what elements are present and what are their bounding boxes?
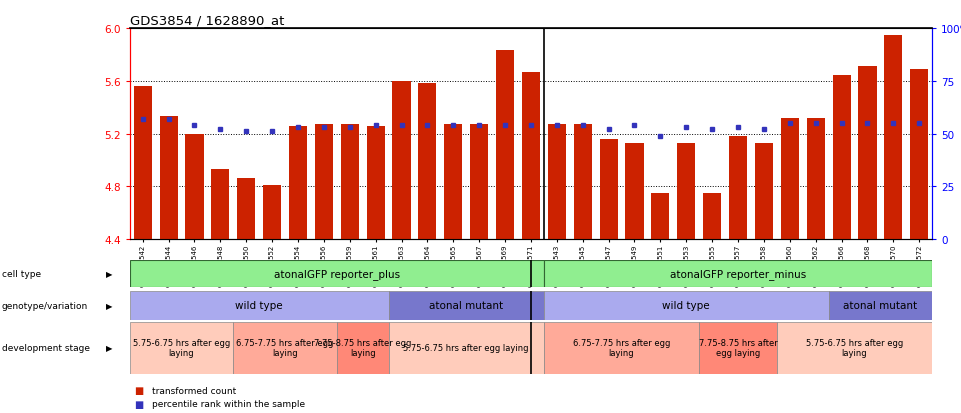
Bar xyxy=(130,260,544,287)
Text: 6.75-7.75 hrs after egg
laying: 6.75-7.75 hrs after egg laying xyxy=(236,338,333,358)
Text: ▶: ▶ xyxy=(106,301,112,310)
Text: development stage: development stage xyxy=(2,344,90,352)
Bar xyxy=(130,291,388,320)
Text: genotype/variation: genotype/variation xyxy=(2,301,88,310)
Bar xyxy=(237,179,256,240)
Bar xyxy=(289,126,308,240)
Bar xyxy=(729,137,747,240)
Text: percentile rank within the sample: percentile rank within the sample xyxy=(152,399,305,408)
Bar xyxy=(160,117,178,240)
Bar xyxy=(600,140,618,240)
Bar xyxy=(234,322,336,374)
Text: 5.75-6.75 hrs after egg laying: 5.75-6.75 hrs after egg laying xyxy=(404,344,529,352)
Bar xyxy=(185,134,204,240)
Bar xyxy=(544,291,828,320)
Text: 7.75-8.75 hrs after egg
laying: 7.75-8.75 hrs after egg laying xyxy=(314,338,411,358)
Text: ▶: ▶ xyxy=(106,344,112,352)
Bar xyxy=(366,126,384,240)
Bar xyxy=(544,260,932,287)
Text: ▶: ▶ xyxy=(106,269,112,278)
Bar xyxy=(130,322,234,374)
Text: atonalGFP reporter_plus: atonalGFP reporter_plus xyxy=(274,268,400,279)
Text: 5.75-6.75 hrs after egg
laying: 5.75-6.75 hrs after egg laying xyxy=(806,338,903,358)
Bar xyxy=(910,70,928,240)
Bar xyxy=(388,291,544,320)
Bar xyxy=(703,193,721,240)
Bar xyxy=(211,170,230,240)
Bar xyxy=(134,87,152,240)
Text: atonal mutant: atonal mutant xyxy=(844,301,918,311)
Bar xyxy=(678,143,696,240)
Text: 5.75-6.75 hrs after egg
laying: 5.75-6.75 hrs after egg laying xyxy=(133,338,230,358)
Text: ■: ■ xyxy=(135,399,144,409)
Bar xyxy=(806,119,825,240)
Bar xyxy=(444,125,462,240)
Bar xyxy=(392,82,410,240)
Text: atonal mutant: atonal mutant xyxy=(430,301,504,311)
Bar xyxy=(418,84,436,240)
Bar xyxy=(776,322,932,374)
Bar xyxy=(858,67,876,240)
Bar xyxy=(263,185,282,240)
Bar xyxy=(884,36,902,240)
Text: atonalGFP reporter_minus: atonalGFP reporter_minus xyxy=(670,268,806,279)
Bar xyxy=(652,193,670,240)
Bar xyxy=(574,125,592,240)
Text: wild type: wild type xyxy=(235,301,283,311)
Bar xyxy=(754,143,773,240)
Bar xyxy=(522,72,540,240)
Text: ■: ■ xyxy=(135,385,144,395)
Text: GDS3854 / 1628890_at: GDS3854 / 1628890_at xyxy=(130,14,284,27)
Text: 7.75-8.75 hrs after
egg laying: 7.75-8.75 hrs after egg laying xyxy=(699,338,777,358)
Bar xyxy=(548,125,566,240)
Text: cell type: cell type xyxy=(2,269,41,278)
Bar xyxy=(341,125,358,240)
Bar xyxy=(388,322,544,374)
Bar xyxy=(470,125,488,240)
Text: transformed count: transformed count xyxy=(152,386,236,395)
Bar xyxy=(496,51,514,240)
Bar xyxy=(336,322,388,374)
Bar xyxy=(828,291,932,320)
Text: wild type: wild type xyxy=(662,301,710,311)
Bar xyxy=(315,125,333,240)
Bar xyxy=(544,322,700,374)
Bar xyxy=(626,143,644,240)
Bar xyxy=(700,322,776,374)
Text: 6.75-7.75 hrs after egg
laying: 6.75-7.75 hrs after egg laying xyxy=(573,338,670,358)
Bar xyxy=(832,76,850,240)
Bar xyxy=(780,119,799,240)
